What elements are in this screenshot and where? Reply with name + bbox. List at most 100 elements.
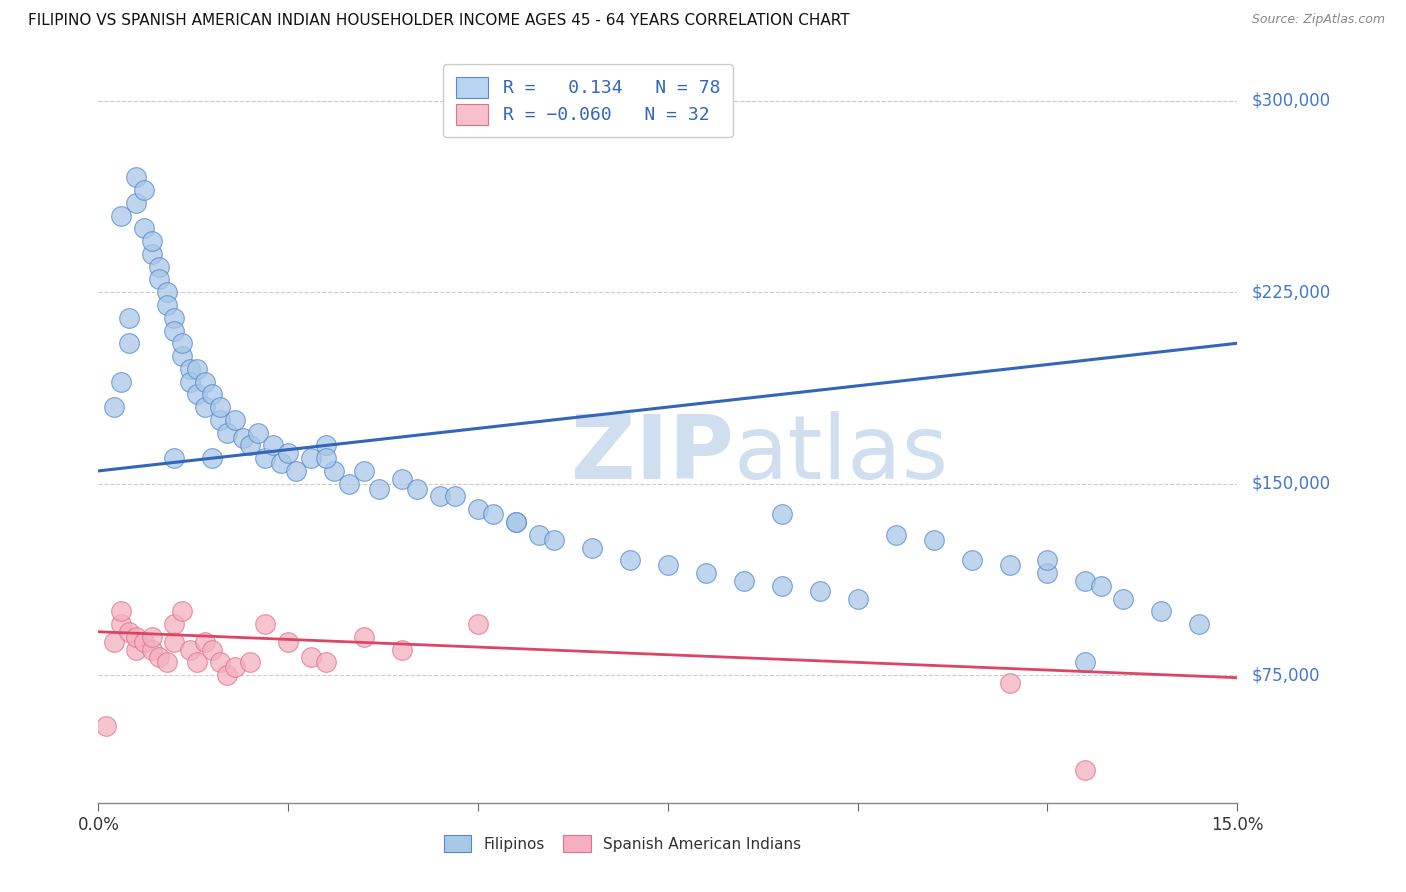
Point: [224, 660, 246, 674]
Point: [406, 482, 429, 496]
Point: [141, 247, 163, 261]
Point: [156, 298, 179, 312]
Point: [170, 336, 193, 351]
Point: [1074, 763, 1097, 777]
Point: [125, 630, 148, 644]
Point: [1090, 579, 1112, 593]
Point: [543, 533, 565, 547]
Point: [132, 635, 155, 649]
Point: [998, 675, 1021, 690]
Point: [505, 515, 527, 529]
Point: [156, 656, 179, 670]
Point: [163, 310, 186, 325]
Point: [186, 387, 208, 401]
Point: [733, 574, 755, 588]
Point: [118, 336, 141, 351]
Point: [201, 642, 224, 657]
Point: [103, 400, 125, 414]
Text: $225,000: $225,000: [1251, 283, 1330, 301]
Point: [118, 624, 141, 639]
Point: [179, 642, 201, 657]
Point: [299, 650, 322, 665]
Point: [179, 361, 201, 376]
Point: [201, 387, 224, 401]
Point: [846, 591, 869, 606]
Point: [148, 272, 170, 286]
Point: [94, 719, 117, 733]
Point: [156, 285, 179, 300]
Point: [277, 446, 299, 460]
Point: [315, 451, 337, 466]
Point: [619, 553, 641, 567]
Point: [391, 642, 413, 657]
Point: [284, 464, 307, 478]
Point: [482, 508, 505, 522]
Point: [170, 349, 193, 363]
Point: [1112, 591, 1135, 606]
Point: [808, 583, 831, 598]
Point: [467, 502, 489, 516]
Text: atlas: atlas: [734, 411, 949, 499]
Point: [141, 642, 163, 657]
Point: [208, 400, 231, 414]
Point: [695, 566, 717, 580]
Point: [254, 617, 277, 632]
Point: [148, 650, 170, 665]
Point: [922, 533, 945, 547]
Text: FILIPINO VS SPANISH AMERICAN INDIAN HOUSEHOLDER INCOME AGES 45 - 64 YEARS CORREL: FILIPINO VS SPANISH AMERICAN INDIAN HOUS…: [28, 13, 849, 29]
Point: [1150, 604, 1173, 618]
Point: [467, 617, 489, 632]
Point: [232, 431, 254, 445]
Point: [201, 451, 224, 466]
Point: [270, 456, 292, 470]
Point: [170, 604, 193, 618]
Point: [125, 170, 148, 185]
Point: [110, 209, 132, 223]
Point: [208, 656, 231, 670]
Point: [391, 472, 413, 486]
Point: [505, 515, 527, 529]
Point: [132, 183, 155, 197]
Point: [368, 482, 391, 496]
Point: [132, 221, 155, 235]
Point: [163, 635, 186, 649]
Point: [998, 558, 1021, 573]
Point: [246, 425, 269, 440]
Point: [118, 310, 141, 325]
Point: [239, 438, 262, 452]
Point: [239, 656, 262, 670]
Point: [353, 630, 375, 644]
Point: [322, 464, 344, 478]
Point: [194, 375, 217, 389]
Point: [125, 195, 148, 210]
Point: [337, 476, 360, 491]
Point: [884, 527, 907, 541]
Point: [299, 451, 322, 466]
Point: [315, 438, 337, 452]
Point: [141, 234, 163, 248]
Point: [277, 635, 299, 649]
Text: $75,000: $75,000: [1251, 666, 1320, 684]
Point: [262, 438, 284, 452]
Point: [163, 617, 186, 632]
Point: [148, 260, 170, 274]
Point: [315, 656, 337, 670]
Point: [224, 413, 246, 427]
Text: $150,000: $150,000: [1251, 475, 1330, 492]
Point: [353, 464, 375, 478]
Legend: Filipinos, Spanish American Indians: Filipinos, Spanish American Indians: [437, 830, 807, 858]
Point: [125, 642, 148, 657]
Point: [141, 630, 163, 644]
Point: [179, 375, 201, 389]
Point: [1188, 617, 1211, 632]
Point: [217, 425, 239, 440]
Point: [217, 668, 239, 682]
Point: [960, 553, 983, 567]
Point: [770, 508, 793, 522]
Point: [429, 490, 451, 504]
Point: [186, 656, 208, 670]
Point: [110, 375, 132, 389]
Point: [444, 490, 467, 504]
Text: $300,000: $300,000: [1251, 92, 1330, 110]
Point: [163, 324, 186, 338]
